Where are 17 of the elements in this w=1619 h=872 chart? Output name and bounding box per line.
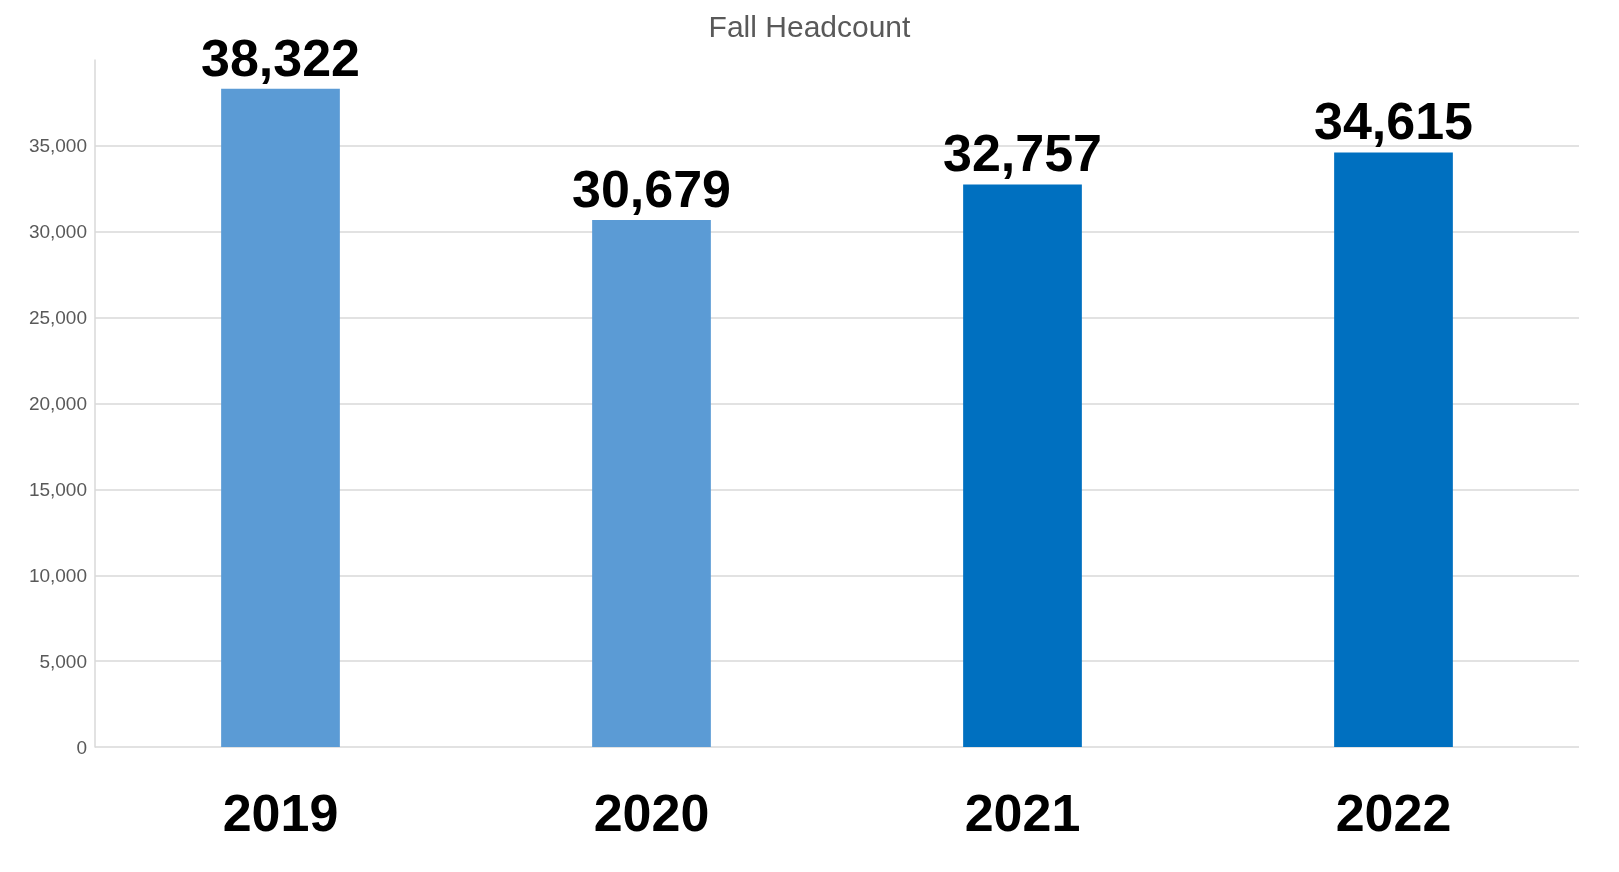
y-tick-label: 15,000 bbox=[28, 478, 87, 500]
x-tick-label: 2021 bbox=[964, 784, 1081, 842]
y-tick-label: 30,000 bbox=[28, 221, 87, 243]
x-tick-label: 2020 bbox=[593, 784, 710, 842]
chart-title: Fall Headcount bbox=[708, 9, 912, 43]
data-label: 34,615 bbox=[1313, 92, 1474, 151]
y-tick-label: 5,000 bbox=[39, 650, 87, 672]
y-tick-label: 25,000 bbox=[28, 307, 87, 329]
y-tick-label: 0 bbox=[76, 736, 87, 758]
y-tick-label: 20,000 bbox=[28, 393, 87, 414]
x-tick-label: 2019 bbox=[222, 784, 339, 842]
x-tick-label: 2022 bbox=[1335, 784, 1452, 842]
data-label: 32,757 bbox=[942, 124, 1103, 183]
y-tick-label: 10,000 bbox=[28, 564, 87, 586]
data-label: 38,322 bbox=[200, 28, 361, 87]
y-tick-label: 35,000 bbox=[28, 135, 87, 157]
data-label: 30,679 bbox=[571, 160, 732, 219]
